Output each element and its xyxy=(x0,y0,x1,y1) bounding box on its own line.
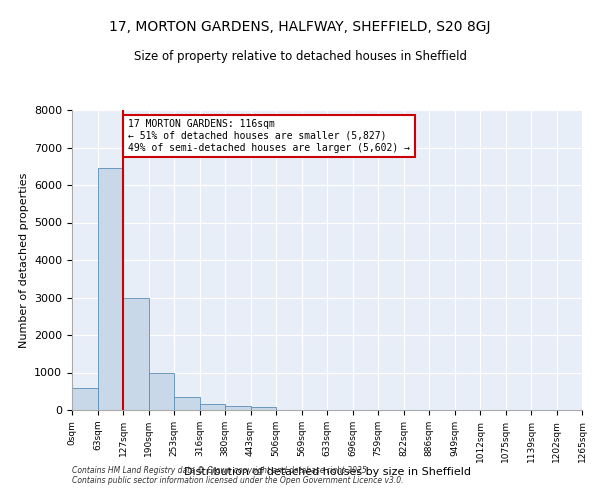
Text: 17 MORTON GARDENS: 116sqm
← 51% of detached houses are smaller (5,827)
49% of se: 17 MORTON GARDENS: 116sqm ← 51% of detac… xyxy=(128,120,410,152)
Bar xyxy=(225,406,251,410)
Bar xyxy=(149,372,174,410)
Text: 17, MORTON GARDENS, HALFWAY, SHEFFIELD, S20 8GJ: 17, MORTON GARDENS, HALFWAY, SHEFFIELD, … xyxy=(109,20,491,34)
Text: Size of property relative to detached houses in Sheffield: Size of property relative to detached ho… xyxy=(133,50,467,63)
Y-axis label: Number of detached properties: Number of detached properties xyxy=(19,172,29,348)
Bar xyxy=(97,168,123,410)
Bar xyxy=(72,388,97,410)
Bar xyxy=(199,404,225,410)
Bar xyxy=(251,408,276,410)
Bar xyxy=(123,298,149,410)
X-axis label: Distribution of detached houses by size in Sheffield: Distribution of detached houses by size … xyxy=(184,468,470,477)
Bar xyxy=(174,396,199,410)
Text: Contains HM Land Registry data © Crown copyright and database right 2025.
Contai: Contains HM Land Registry data © Crown c… xyxy=(72,466,404,485)
